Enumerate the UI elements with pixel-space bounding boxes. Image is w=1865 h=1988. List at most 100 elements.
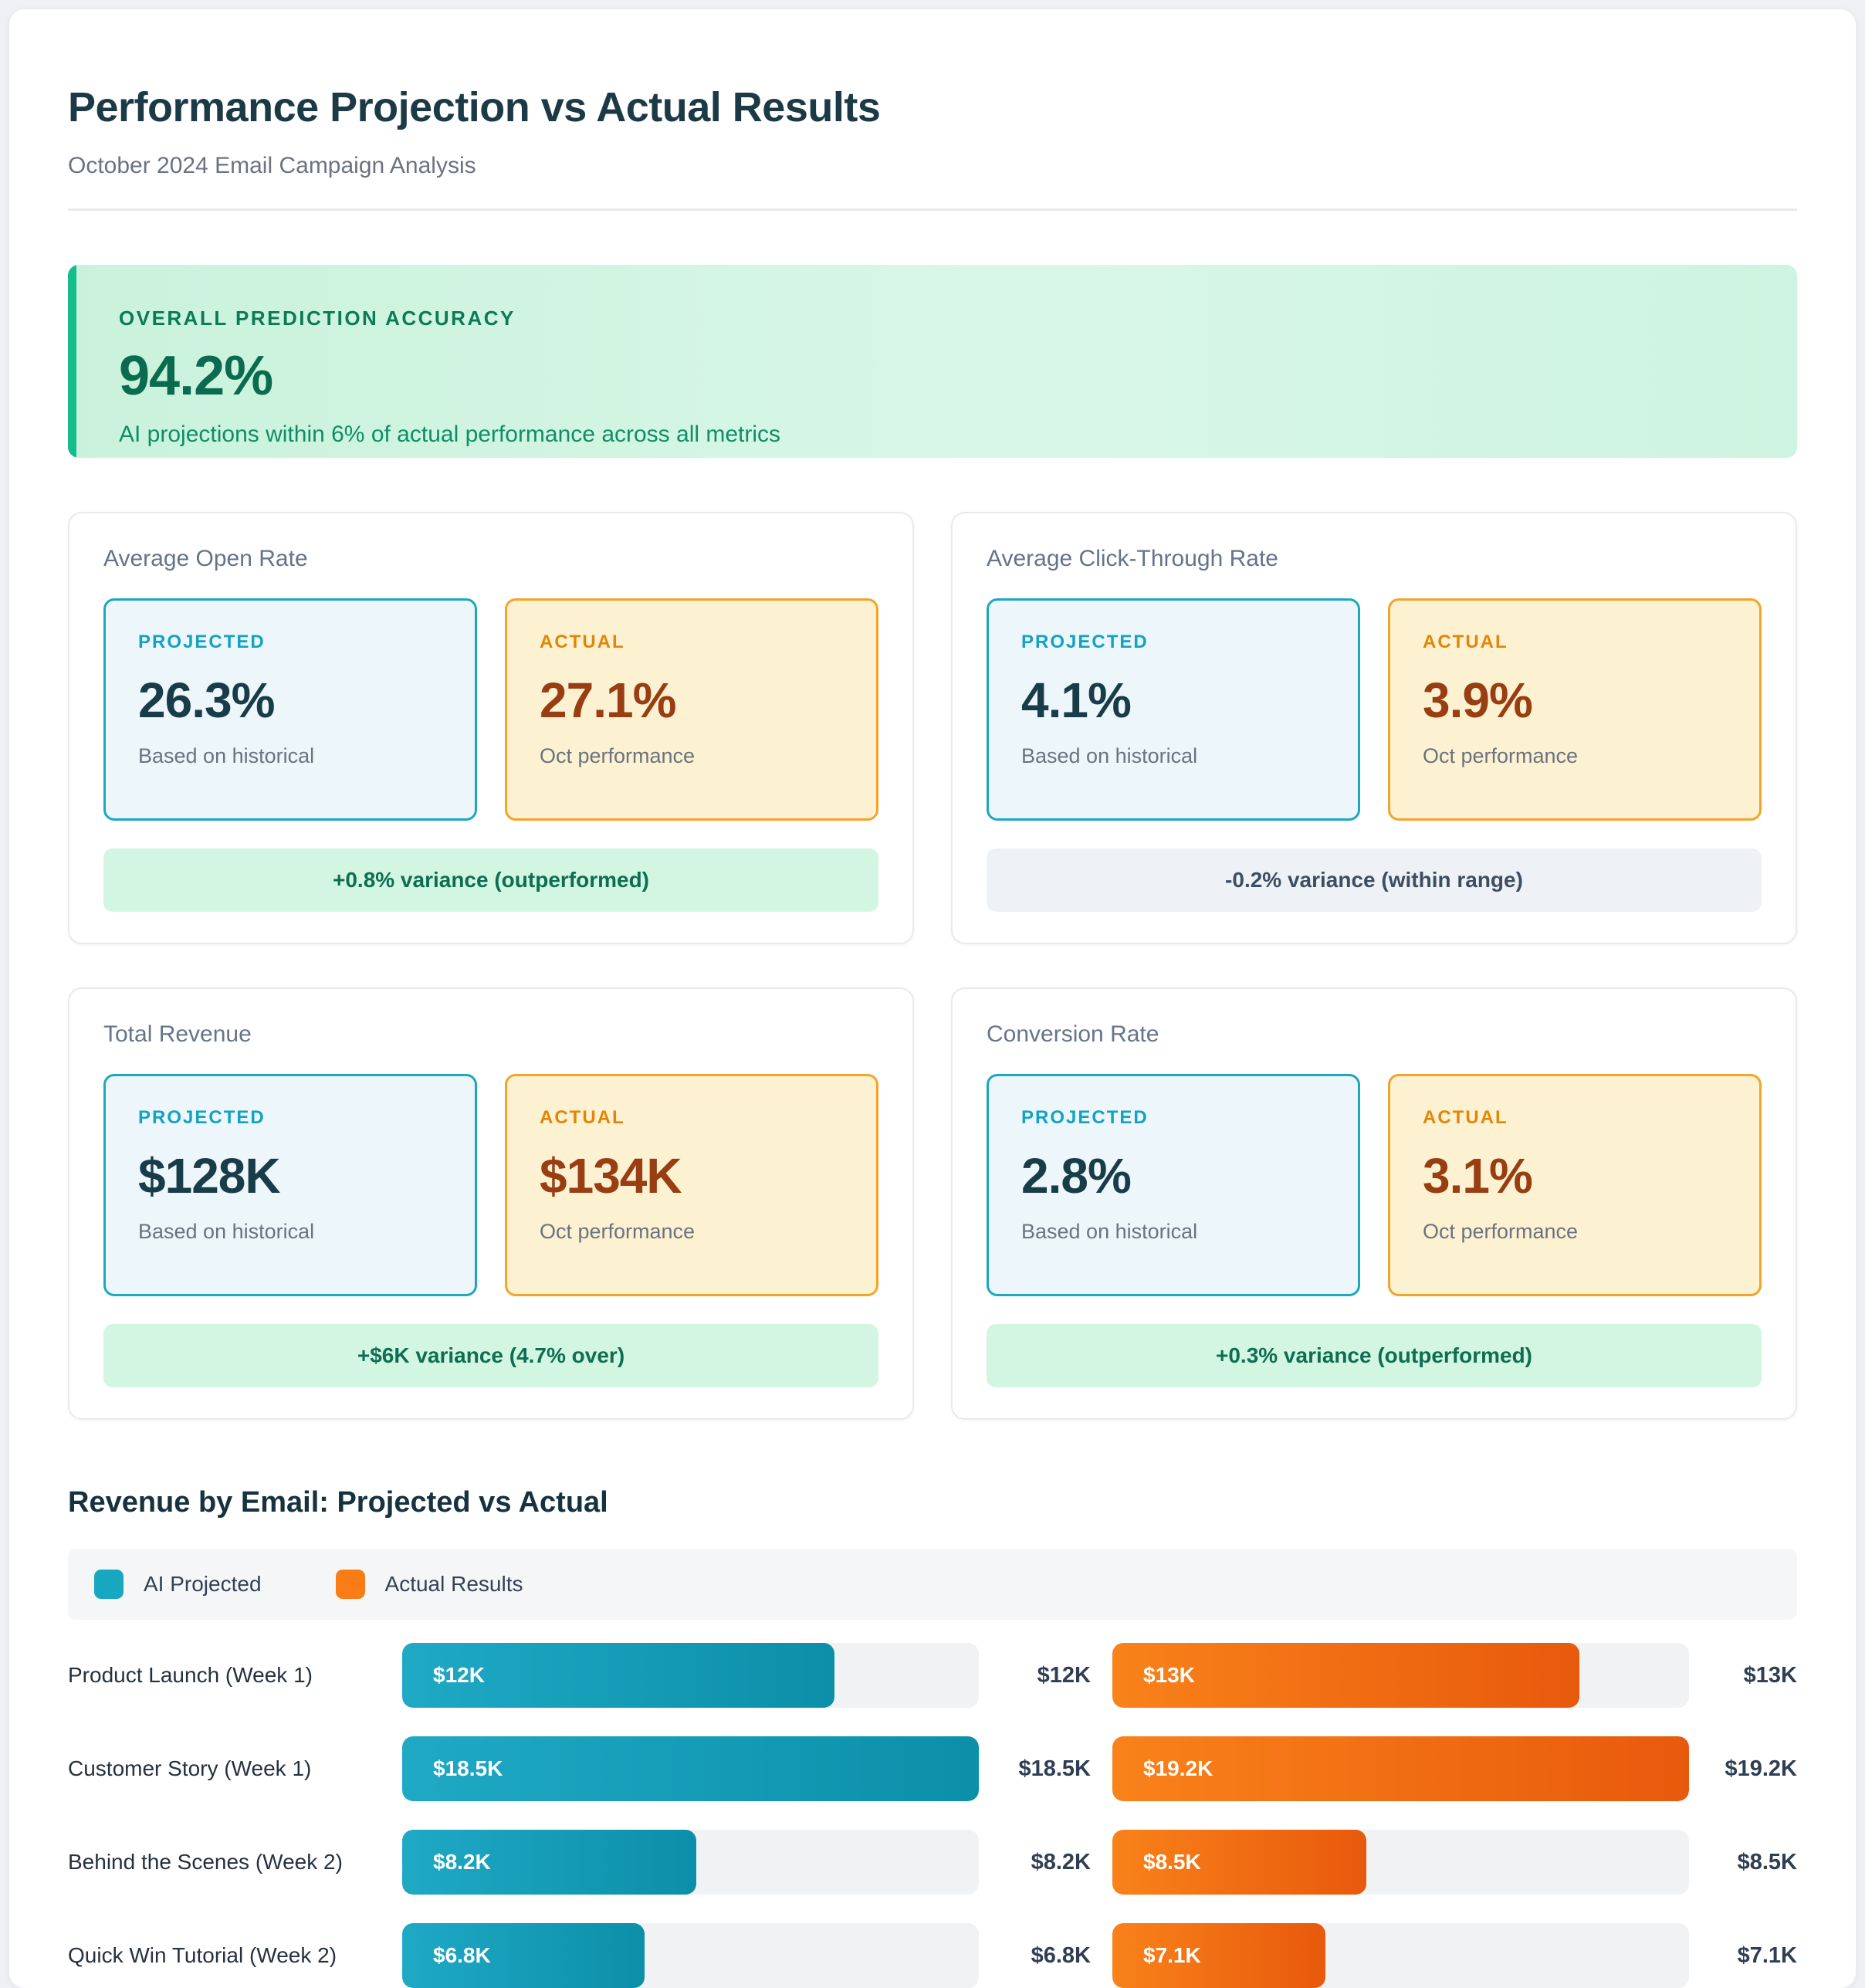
metric-title: Total Revenue	[103, 1021, 252, 1047]
actual-bar-track: $13K	[1112, 1643, 1689, 1708]
banner-value: 94.2%	[119, 345, 273, 407]
actual-caption: Oct performance	[540, 1220, 696, 1243]
compare-row: PROJECTED 2.8% Based on historical ACTUA…	[987, 1074, 1762, 1296]
actual-caption: Oct performance	[540, 744, 696, 767]
actual-bar: $13K	[1112, 1643, 1580, 1708]
variance-badge: +0.3% variance (outperformed)	[987, 1324, 1762, 1387]
banner-label: OVERALL PREDICTION ACCURACY	[119, 306, 516, 330]
projected-end-value: $8.2K	[1031, 1849, 1091, 1875]
page-subtitle: October 2024 Email Campaign Analysis	[68, 153, 476, 178]
projected-box: PROJECTED $128K Based on historical	[103, 1074, 477, 1296]
projected-end-value: $6.8K	[1031, 1942, 1091, 1968]
projected-caption: Based on historical	[138, 744, 315, 767]
projected-value: 26.3%	[138, 672, 275, 728]
chart-row-customer-story: Customer Story (Week 1) $18.5K $18.5K $1…	[68, 1736, 1797, 1801]
bar-value-label: $8.2K	[433, 1850, 491, 1874]
row-label: Behind the Scenes (Week 2)	[68, 1850, 343, 1874]
actual-bar-track: $19.2K	[1112, 1736, 1689, 1801]
metric-card-revenue: Total Revenue PROJECTED $128K Based on h…	[68, 987, 914, 1420]
actual-bar: $19.2K	[1112, 1736, 1689, 1801]
actual-box: ACTUAL 3.9% Oct performance	[1388, 598, 1762, 821]
actual-end-value: $8.5K	[1737, 1849, 1797, 1875]
actual-swatch-icon	[335, 1570, 365, 1599]
metric-title: Average Click-Through Rate	[987, 546, 1278, 571]
variance-badge: -0.2% variance (within range)	[987, 848, 1762, 912]
actual-caption: Oct performance	[1423, 744, 1579, 767]
projected-bar: $8.2K	[402, 1830, 696, 1895]
projected-caption: Based on historical	[138, 1220, 315, 1243]
row-label: Customer Story (Week 1)	[68, 1756, 312, 1780]
legend-label: Actual Results	[384, 1572, 523, 1596]
actual-box: ACTUAL $134K Oct performance	[505, 1074, 878, 1296]
projected-bar: $18.5K	[402, 1736, 979, 1801]
actual-label: ACTUAL	[1423, 1107, 1508, 1128]
bar-value-label: $19.2K	[1143, 1756, 1213, 1780]
compare-row: PROJECTED 4.1% Based on historical ACTUA…	[987, 598, 1762, 821]
header-divider	[68, 208, 1797, 211]
variance-badge: +$6K variance (4.7% over)	[103, 1324, 878, 1387]
variance-badge: +0.8% variance (outperformed)	[103, 848, 878, 912]
banner-accent-bar	[68, 265, 76, 458]
chart-legend: AI Projected Actual Results	[68, 1549, 1797, 1620]
compare-row: PROJECTED $128K Based on historical ACTU…	[103, 1074, 878, 1296]
metric-card-open-rate: Average Open Rate PROJECTED 26.3% Based …	[68, 512, 914, 944]
projected-value: 2.8%	[1021, 1148, 1132, 1204]
legend-item-actual: Actual Results	[335, 1570, 523, 1599]
chart-row-behind-the-scenes: Behind the Scenes (Week 2) $8.2K $8.2K $…	[68, 1830, 1797, 1895]
projected-label: PROJECTED	[1021, 1107, 1149, 1128]
actual-bar-track: $7.1K	[1112, 1923, 1689, 1988]
chart-row-quick-win: Quick Win Tutorial (Week 2) $6.8K $6.8K …	[68, 1923, 1797, 1988]
actual-caption: Oct performance	[1423, 1220, 1579, 1243]
actual-label: ACTUAL	[540, 1107, 625, 1128]
projected-label: PROJECTED	[1021, 632, 1149, 652]
actual-label: ACTUAL	[540, 632, 625, 652]
actual-value: 3.1%	[1423, 1148, 1533, 1204]
projected-swatch-icon	[94, 1570, 124, 1599]
actual-box: ACTUAL 27.1% Oct performance	[505, 598, 878, 821]
actual-end-value: $19.2K	[1725, 1756, 1797, 1781]
bar-value-label: $8.5K	[1143, 1850, 1201, 1874]
projected-box: PROJECTED 4.1% Based on historical	[987, 598, 1360, 821]
bar-value-label: $7.1K	[1143, 1943, 1201, 1967]
actual-end-value: $13K	[1743, 1662, 1797, 1688]
bar-chart: Product Launch (Week 1) $12K $12K $13K $…	[68, 1643, 1797, 1988]
actual-value: $134K	[540, 1148, 682, 1204]
projected-caption: Based on historical	[1021, 744, 1198, 767]
actual-bar: $8.5K	[1112, 1830, 1366, 1895]
projected-end-value: $18.5K	[1018, 1756, 1091, 1781]
projected-end-value: $12K	[1037, 1662, 1091, 1688]
projected-box: PROJECTED 26.3% Based on historical	[103, 598, 477, 821]
actual-value: 3.9%	[1423, 672, 1533, 728]
bar-value-label: $12K	[433, 1663, 485, 1687]
legend-item-projected: AI Projected	[94, 1570, 262, 1599]
chart-heading: Revenue by Email: Projected vs Actual	[68, 1486, 608, 1519]
chart-row-product-launch: Product Launch (Week 1) $12K $12K $13K $…	[68, 1643, 1797, 1708]
projected-bar-track: $8.2K	[402, 1830, 979, 1895]
row-label: Product Launch (Week 1)	[68, 1663, 313, 1687]
projected-value: $128K	[138, 1148, 281, 1204]
prediction-accuracy-banner: OVERALL PREDICTION ACCURACY 94.2% AI pro…	[68, 265, 1797, 458]
projected-bar: $6.8K	[402, 1923, 645, 1988]
bar-value-label: $6.8K	[433, 1943, 491, 1967]
metric-card-ctr: Average Click-Through Rate PROJECTED 4.1…	[951, 512, 1797, 944]
projected-caption: Based on historical	[1021, 1220, 1198, 1243]
metric-card-conversion: Conversion Rate PROJECTED 2.8% Based on …	[951, 987, 1797, 1420]
actual-box: ACTUAL 3.1% Oct performance	[1388, 1074, 1762, 1296]
actual-bar-track: $8.5K	[1112, 1830, 1689, 1895]
projected-value: 4.1%	[1021, 672, 1132, 728]
legend-label: AI Projected	[144, 1572, 262, 1596]
metric-title: Average Open Rate	[103, 546, 308, 571]
projected-bar-track: $18.5K	[402, 1736, 979, 1801]
compare-row: PROJECTED 26.3% Based on historical ACTU…	[103, 598, 878, 821]
metric-cards-grid: Average Open Rate PROJECTED 26.3% Based …	[68, 512, 1797, 1420]
projected-bar-track: $6.8K	[402, 1923, 979, 1988]
projected-box: PROJECTED 2.8% Based on historical	[987, 1074, 1360, 1296]
bar-value-label: $13K	[1143, 1663, 1195, 1687]
bar-value-label: $18.5K	[433, 1756, 503, 1780]
banner-description: AI projections within 6% of actual perfo…	[119, 422, 781, 447]
projected-label: PROJECTED	[138, 632, 266, 652]
actual-value: 27.1%	[540, 672, 676, 728]
projected-bar: $12K	[402, 1643, 835, 1708]
metric-title: Conversion Rate	[987, 1021, 1159, 1047]
actual-end-value: $7.1K	[1737, 1942, 1797, 1968]
